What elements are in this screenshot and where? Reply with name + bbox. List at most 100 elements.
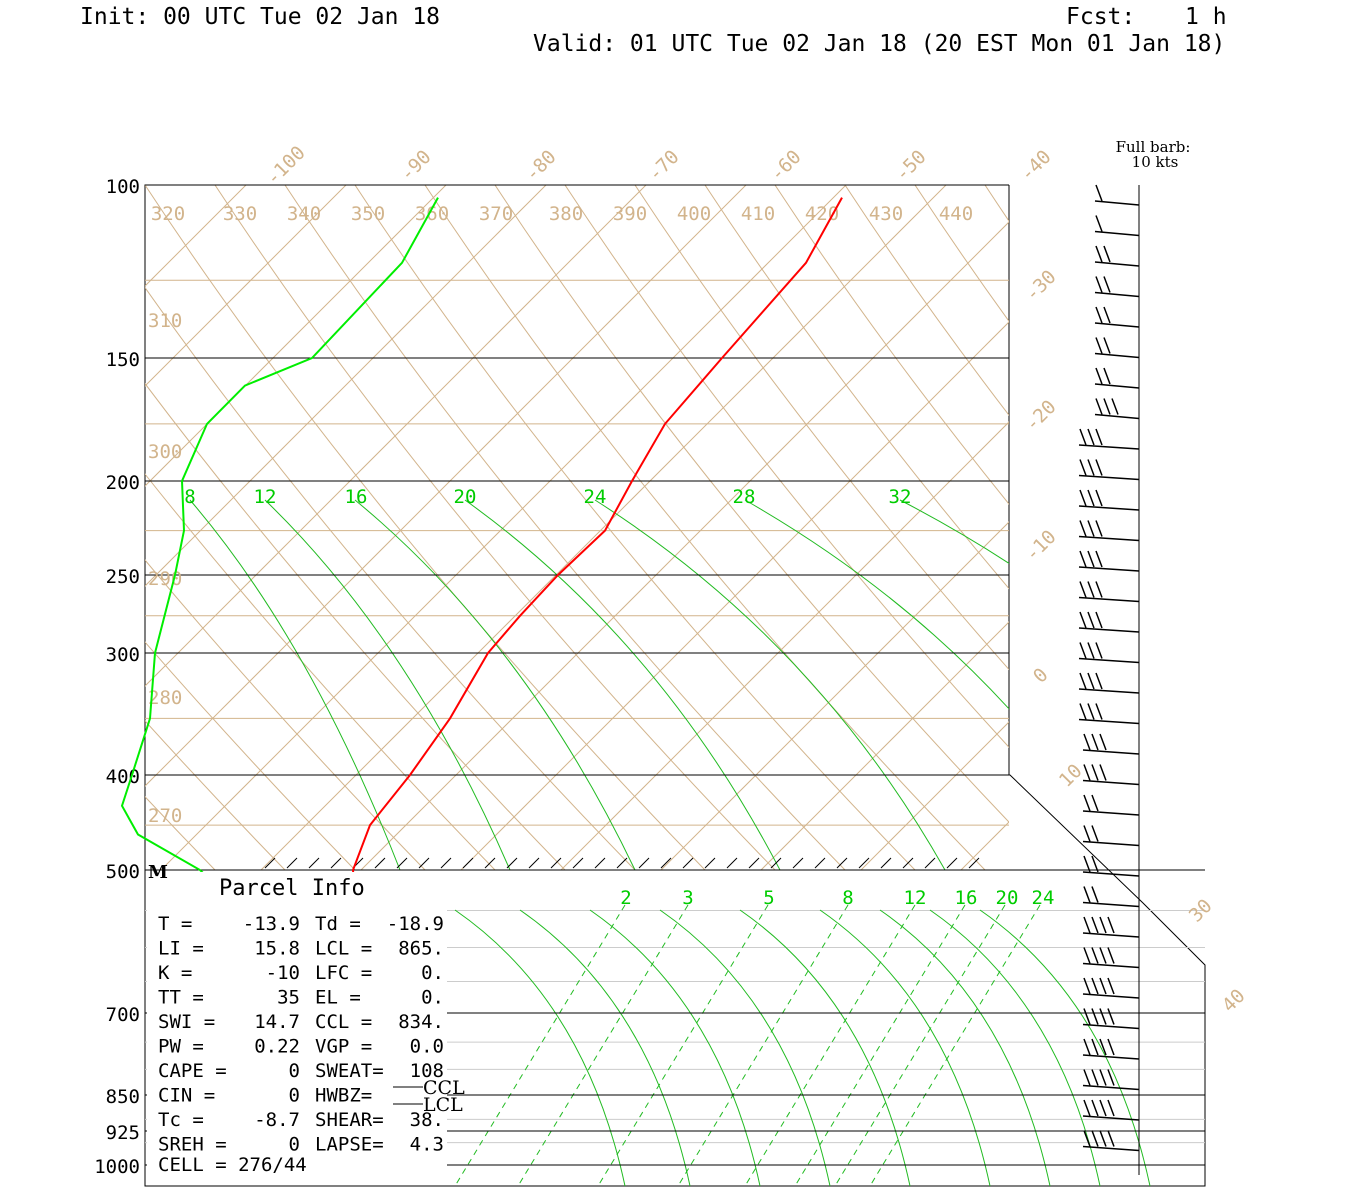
tropopause-hatch: [924, 857, 936, 869]
pressure-label: 300: [106, 644, 140, 666]
isotherm: [1145, 185, 1350, 1186]
isotherm: [660, 521, 1009, 870]
parcel-value: 14.7: [254, 1011, 300, 1033]
tropopause-hatch: [550, 857, 562, 869]
isotherm: [1045, 185, 1350, 1186]
parcel-key: TT =: [158, 987, 204, 1009]
tropopause-hatch: [594, 857, 606, 869]
parcel-key: LAPSE=: [315, 1134, 384, 1156]
wind-barb: [1082, 1038, 1140, 1060]
pressure-label: 500: [106, 861, 140, 883]
isotherm: [360, 221, 1009, 870]
tropopause-hatch: [264, 857, 276, 869]
mixing-ratio-label: 24: [584, 486, 607, 508]
tropopause-hatch: [902, 857, 914, 869]
parcel-value: 38.: [410, 1109, 444, 1131]
theta-label: 280: [148, 687, 182, 709]
parcel-value: 0.0: [410, 1036, 444, 1058]
isotherm: [145, 185, 347, 387]
mixing-ratio-label: 16: [955, 887, 978, 909]
wind-barb: [1082, 916, 1140, 938]
tropopause-hatch: [616, 857, 628, 869]
tropopause-hatch: [638, 857, 650, 869]
tropopause-hatch: [330, 857, 342, 869]
parcel-key: T =: [158, 913, 192, 935]
isotherm: [145, 185, 647, 687]
isotherm: [1245, 185, 1350, 1186]
dry-adiabat: [354, 185, 916, 870]
dry-adiabat: [704, 185, 1009, 590]
temperature-label: 10: [1055, 760, 1087, 792]
parcel-value: 0: [289, 1134, 300, 1156]
moist-adiabat: [519, 909, 691, 1186]
tropopause-hatch: [308, 857, 320, 869]
dry-adiabat: [145, 473, 496, 870]
dry-adiabat: [424, 185, 986, 870]
wind-barb: [1094, 306, 1140, 328]
theta-label: 270: [148, 805, 182, 827]
parcel-key: HWBZ=: [315, 1085, 372, 1107]
dry-adiabat: [145, 641, 356, 870]
parcel-key: Tc =: [158, 1109, 204, 1131]
tropopause-hatch: [968, 857, 980, 869]
mixing-ratio-label: 16: [345, 486, 368, 508]
parcel-value: -18.9: [387, 913, 444, 935]
marker-ccl: CCL: [423, 1077, 465, 1099]
tropopause-hatch: [946, 857, 958, 869]
temperature-label: -60: [766, 146, 806, 186]
isotherm: [1345, 185, 1350, 1186]
moist-adiabat: [929, 909, 1101, 1186]
wind-barb: [1094, 337, 1140, 359]
dry-adiabat: [145, 559, 426, 870]
mixing-ratio-line: [594, 499, 946, 870]
pressure-label: 200: [106, 472, 140, 494]
tropopause-hatch: [286, 857, 298, 869]
dry-adiabat: [634, 185, 1009, 671]
moist-adiabat: [819, 909, 991, 1186]
barb-legend-units: 10 kts: [1132, 153, 1179, 171]
isotherm: [145, 185, 547, 587]
wind-barb: [1082, 1069, 1140, 1091]
temperature-label: -80: [521, 146, 561, 186]
isotherm: [145, 185, 147, 187]
wind-barb: [1078, 703, 1140, 725]
theta-label: 330: [223, 203, 257, 225]
wind-barb: [1082, 764, 1140, 786]
isotherm: [860, 721, 1009, 870]
pressure-label: 400: [106, 766, 140, 788]
tropopause-hatch: [770, 857, 782, 869]
isotherm: [845, 185, 1350, 1186]
parcel-value: 0.22: [254, 1036, 300, 1058]
wind-barb: [1078, 489, 1140, 511]
marker-lcl: LCL: [423, 1094, 463, 1116]
wind-barb: [1082, 977, 1140, 999]
dry-adiabat: [774, 185, 1009, 505]
temperature-label: -70: [644, 146, 684, 186]
temperature-label: -50: [891, 146, 931, 186]
parcel-key: LI =: [158, 938, 204, 960]
wind-barb: [1082, 1130, 1140, 1152]
parcel-value: 0.: [421, 987, 444, 1009]
wind-barb: [1094, 276, 1140, 298]
tropopause-hatch: [858, 857, 870, 869]
tropopause-hatch: [836, 857, 848, 869]
pressure-label: 250: [106, 566, 140, 588]
isotherm: [160, 185, 847, 870]
wind-barb: [1082, 794, 1140, 816]
temperature-label: 0: [1029, 664, 1053, 688]
moist-adiabat: [589, 909, 761, 1186]
tropopause-hatch: [506, 857, 518, 869]
moist-adiabat: [659, 909, 831, 1186]
tropopause-hatch: [660, 857, 672, 869]
dry-adiabat: [284, 185, 846, 870]
tropopause-hatch: [682, 857, 694, 869]
mixing-ratio-label: 24: [1032, 887, 1055, 909]
tropopause-hatch: [792, 857, 804, 869]
tropopause-hatch: [726, 857, 738, 869]
parcel-value: 108: [410, 1060, 444, 1082]
isotherm: [760, 621, 1009, 870]
wind-barb: [1078, 520, 1140, 542]
wind-barb: [1078, 642, 1140, 664]
isotherm: [145, 185, 447, 487]
parcel-key: VGP =: [315, 1036, 372, 1058]
